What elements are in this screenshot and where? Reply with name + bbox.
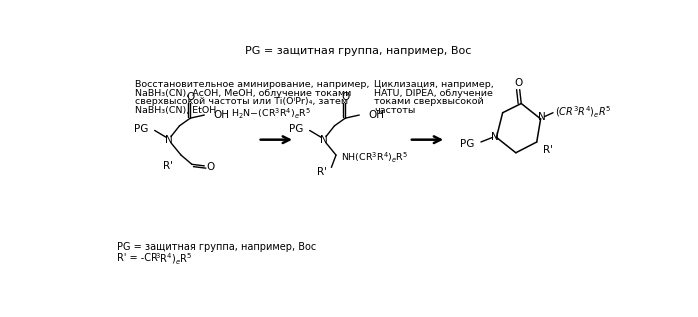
Text: PG = защитная группа, например, Boc: PG = защитная группа, например, Boc [117, 242, 316, 252]
Text: NH(CR$^3$R$^4$)$_e$R$^5$: NH(CR$^3$R$^4$)$_e$R$^5$ [341, 151, 408, 165]
Text: частоты: частоты [374, 106, 415, 115]
Text: $(CR^3R^4)_eR^5$: $(CR^3R^4)_eR^5$ [555, 105, 611, 120]
Text: PG: PG [461, 139, 475, 149]
Text: PG: PG [289, 124, 304, 134]
Text: HATU, DIPEA, облучение: HATU, DIPEA, облучение [374, 89, 493, 98]
Text: сверхвысокой частоты или Ti(OⁱPr)₄, затем: сверхвысокой частоты или Ti(OⁱPr)₄, зате… [135, 97, 348, 106]
Text: $^3$R$^4$)$_e$R$^5$: $^3$R$^4$)$_e$R$^5$ [156, 251, 193, 267]
Text: O: O [207, 162, 214, 172]
Text: R' = -CR: R' = -CR [117, 253, 158, 263]
Text: R': R' [317, 167, 327, 177]
Text: H$_2$N$-$(CR$^3$R$^4$)$_e$R$^5$: H$_2$N$-$(CR$^3$R$^4$)$_e$R$^5$ [230, 107, 311, 121]
Text: токами сверхвысокой: токами сверхвысокой [374, 97, 484, 106]
Text: O: O [514, 79, 522, 88]
Text: Циклизация, например,: Циклизация, например, [374, 81, 493, 89]
Text: O: O [341, 92, 350, 102]
Text: NaBH₃(CN), EtOH: NaBH₃(CN), EtOH [135, 106, 216, 115]
Text: Восстановительное аминирование, например,: Восстановительное аминирование, например… [135, 81, 370, 89]
Text: NaBH₃(CN), AcOH, MeOH, облучение токами: NaBH₃(CN), AcOH, MeOH, облучение токами [135, 89, 352, 98]
Text: R': R' [543, 145, 553, 155]
Text: N: N [165, 135, 172, 145]
Text: N: N [320, 135, 327, 145]
Text: PG: PG [134, 124, 149, 134]
Text: PG = защитная группа, например, Boc: PG = защитная группа, например, Boc [244, 46, 471, 56]
Text: O: O [186, 92, 195, 102]
Text: OH: OH [369, 110, 385, 120]
Text: OH: OH [214, 110, 230, 120]
Text: N: N [538, 112, 546, 122]
Text: N: N [491, 133, 499, 142]
Text: R': R' [163, 161, 173, 171]
